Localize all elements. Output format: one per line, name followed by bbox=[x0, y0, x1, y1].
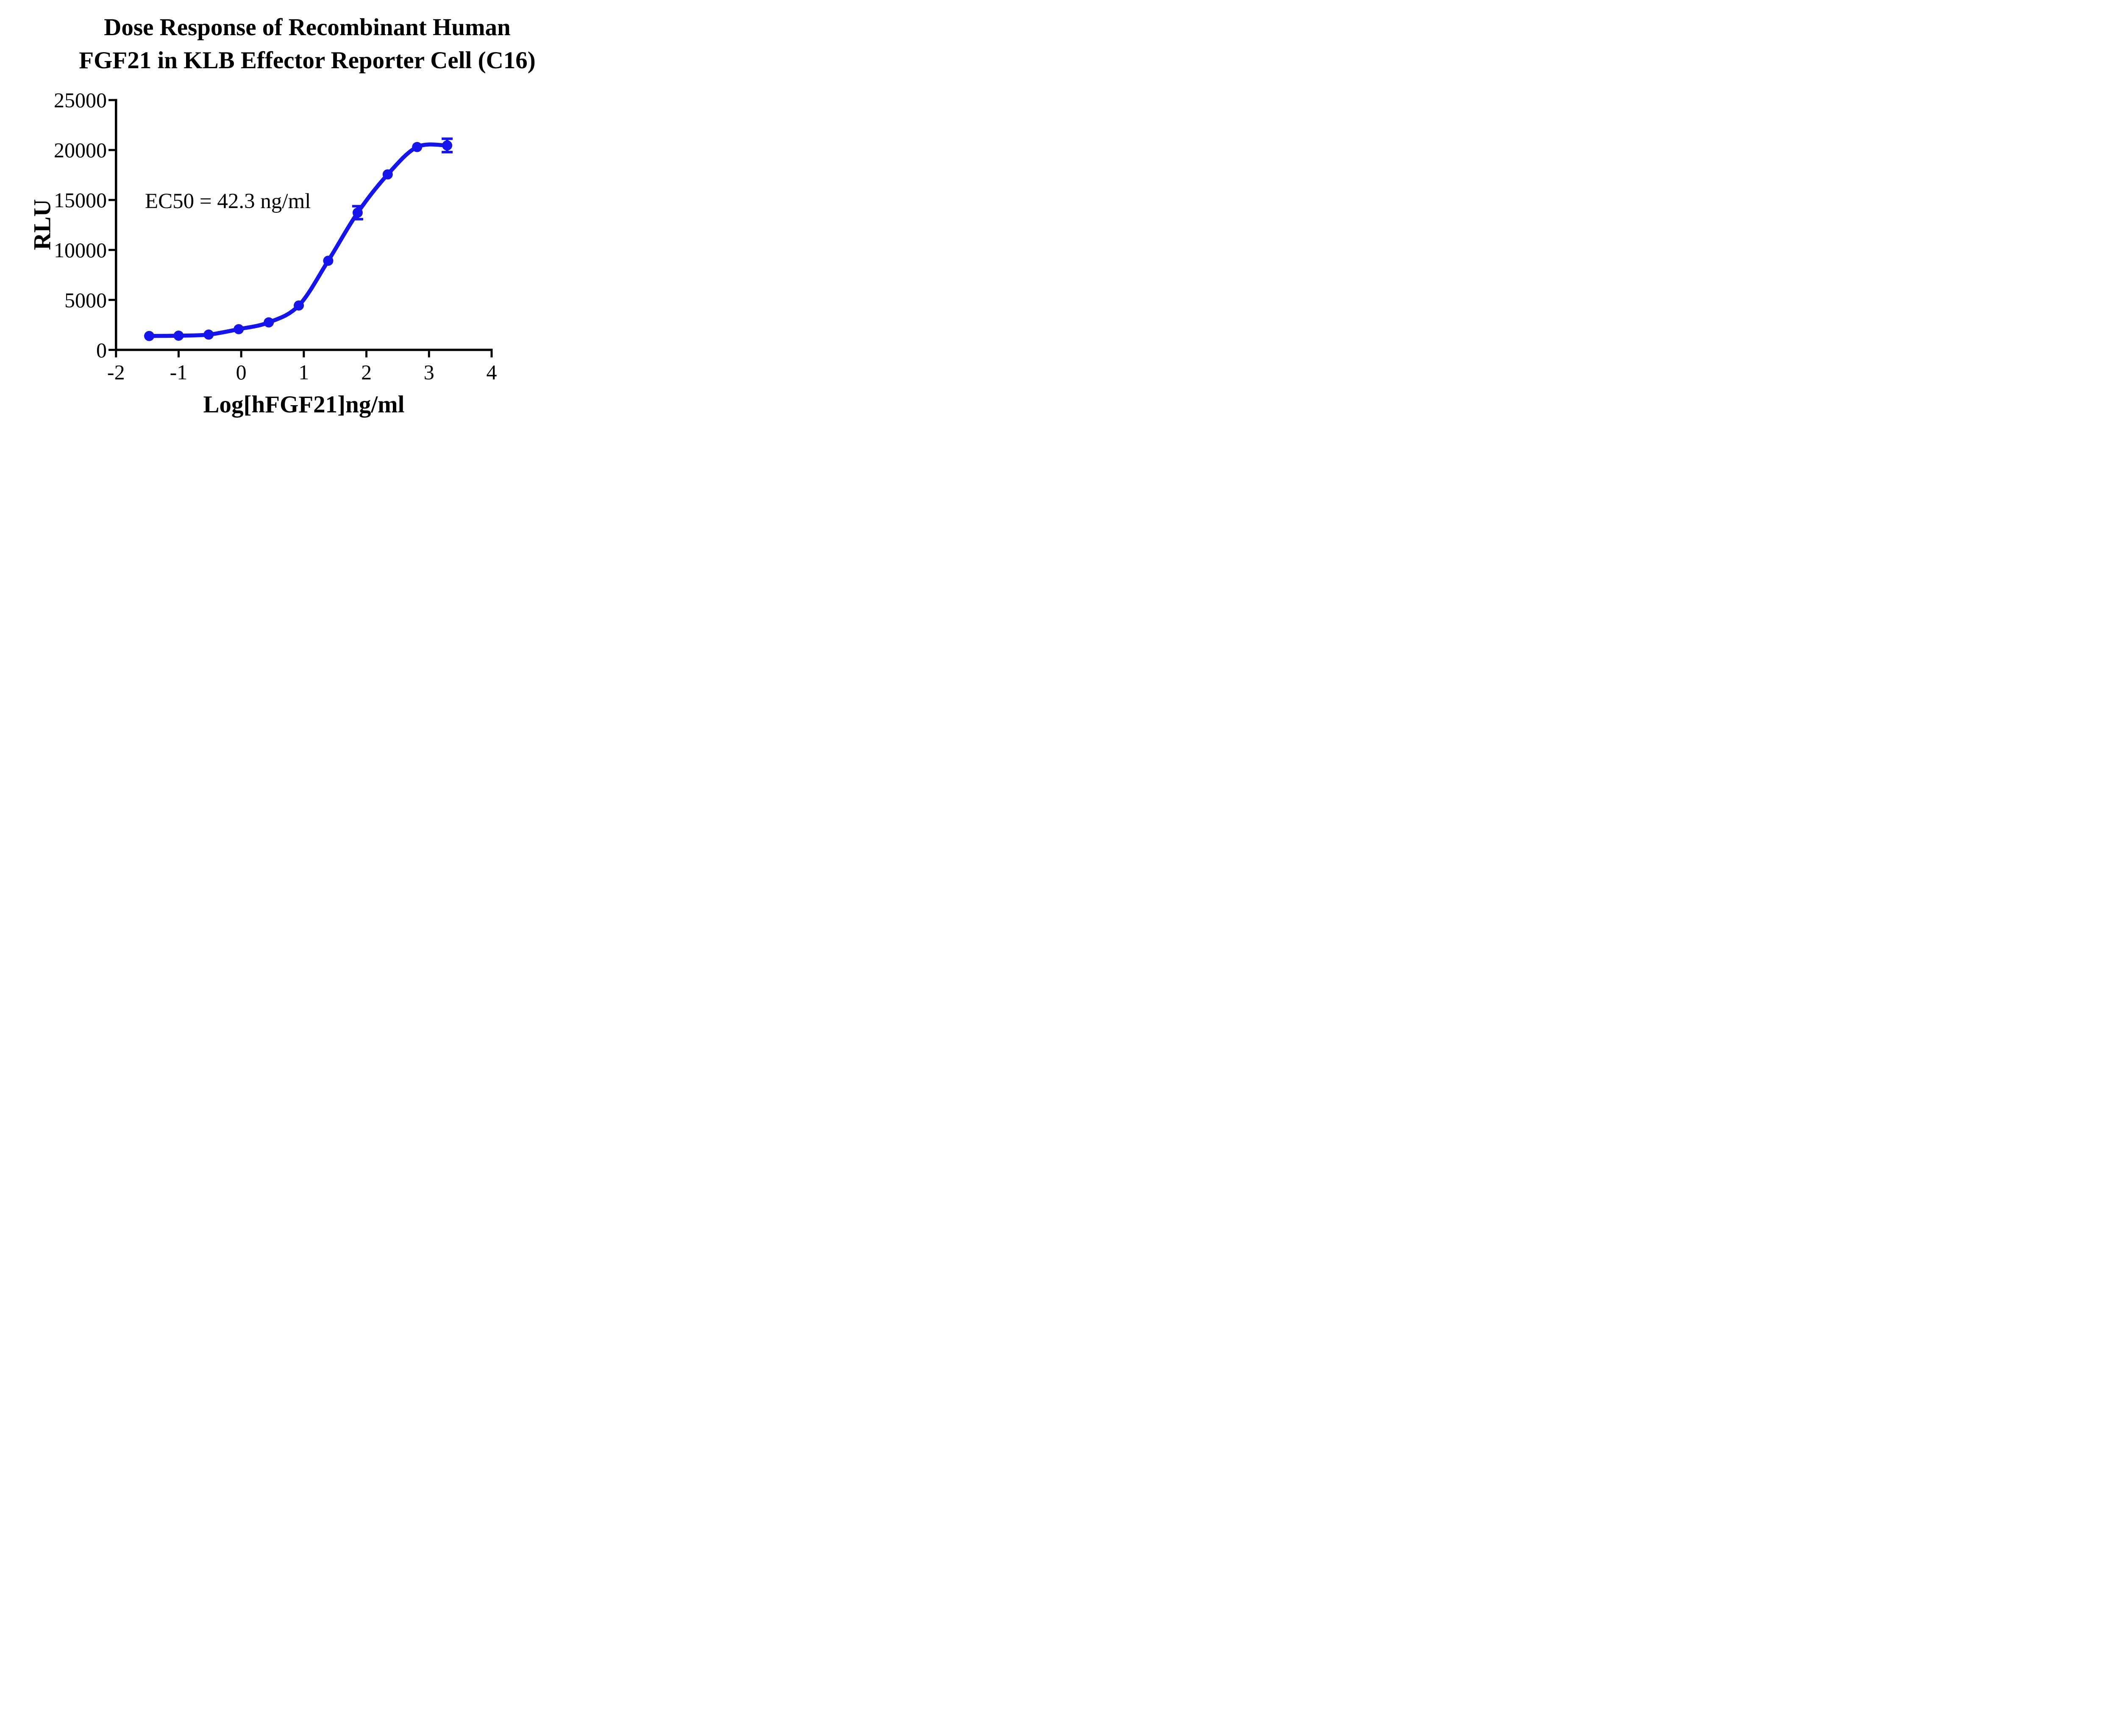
data-point bbox=[203, 329, 214, 340]
chart-title-line2: FGF21 in KLB Effector Reporter Cell (C16… bbox=[79, 47, 536, 74]
data-point bbox=[173, 331, 184, 341]
x-tick-label: 0 bbox=[236, 360, 247, 384]
data-point bbox=[294, 300, 304, 311]
y-tick-label: 25000 bbox=[54, 88, 107, 112]
data-point bbox=[323, 256, 334, 266]
data-point bbox=[144, 331, 155, 341]
data-point bbox=[352, 207, 363, 218]
y-tick-label: 5000 bbox=[64, 288, 107, 312]
y-tick-label: 0 bbox=[96, 338, 107, 362]
y-tick-label: 15000 bbox=[54, 188, 107, 212]
ec50-annotation: EC50 = 42.3 ng/ml bbox=[145, 189, 311, 213]
chart-title-line1: Dose Response of Recombinant Human bbox=[104, 14, 511, 41]
x-tick-label: 4 bbox=[486, 360, 497, 384]
x-tick-label: -2 bbox=[107, 360, 125, 384]
data-point bbox=[412, 142, 423, 152]
chart-title: Dose Response of Recombinant Human FGF21… bbox=[61, 11, 553, 77]
x-tick-label: 1 bbox=[298, 360, 309, 384]
plot-area bbox=[108, 99, 493, 358]
data-point bbox=[382, 169, 393, 180]
dose-response-chart: Dose Response of Recombinant Human FGF21… bbox=[0, 0, 554, 434]
x-tick-label: -1 bbox=[170, 360, 188, 384]
data-point bbox=[234, 324, 244, 334]
y-tick-label: 20000 bbox=[54, 138, 107, 162]
x-tick-label: 3 bbox=[423, 360, 434, 384]
x-axis-label: Log[hFGF21]ng/ml bbox=[203, 391, 405, 418]
y-tick-label: 10000 bbox=[54, 238, 107, 262]
x-tick-label: 2 bbox=[361, 360, 372, 384]
data-point bbox=[442, 140, 453, 151]
data-point bbox=[264, 317, 274, 328]
